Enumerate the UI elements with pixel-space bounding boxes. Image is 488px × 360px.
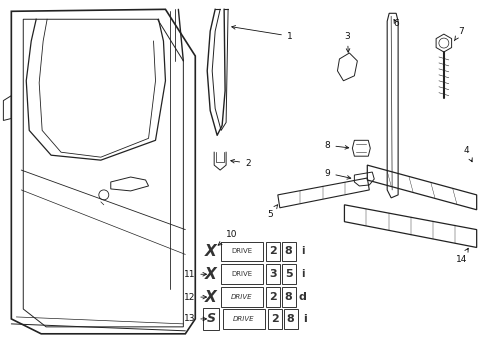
Text: S: S xyxy=(206,312,215,325)
Text: 5: 5 xyxy=(285,269,292,279)
Text: 13: 13 xyxy=(183,314,206,323)
Text: 8: 8 xyxy=(285,292,292,302)
Text: 2: 2 xyxy=(270,314,278,324)
Text: 6: 6 xyxy=(392,19,398,28)
Text: 3: 3 xyxy=(268,269,276,279)
Text: DRIVE: DRIVE xyxy=(231,294,252,300)
Text: i: i xyxy=(300,247,304,256)
Text: 2: 2 xyxy=(268,292,276,302)
Text: 4: 4 xyxy=(463,146,471,162)
Text: 2: 2 xyxy=(230,159,250,168)
Text: 14: 14 xyxy=(455,248,468,264)
Text: 10: 10 xyxy=(218,230,237,245)
Text: 3: 3 xyxy=(344,32,349,52)
Text: DRIVE: DRIVE xyxy=(231,271,252,277)
Text: 12: 12 xyxy=(183,293,206,302)
Text: DRIVE: DRIVE xyxy=(231,248,252,255)
Text: 2: 2 xyxy=(268,247,276,256)
Text: d: d xyxy=(298,292,306,302)
Text: 5: 5 xyxy=(266,205,277,219)
Text: 11: 11 xyxy=(183,270,206,279)
Text: DRIVE: DRIVE xyxy=(233,316,254,322)
Text: 1: 1 xyxy=(231,26,292,41)
Text: 9: 9 xyxy=(324,168,350,179)
Text: X: X xyxy=(204,289,216,305)
Text: 8: 8 xyxy=(324,141,348,150)
Text: 8: 8 xyxy=(285,247,292,256)
Text: X: X xyxy=(204,244,216,259)
Text: i: i xyxy=(300,269,304,279)
Text: 7: 7 xyxy=(453,27,463,41)
Text: i: i xyxy=(302,314,306,324)
Text: X: X xyxy=(204,267,216,282)
Text: 8: 8 xyxy=(286,314,294,324)
